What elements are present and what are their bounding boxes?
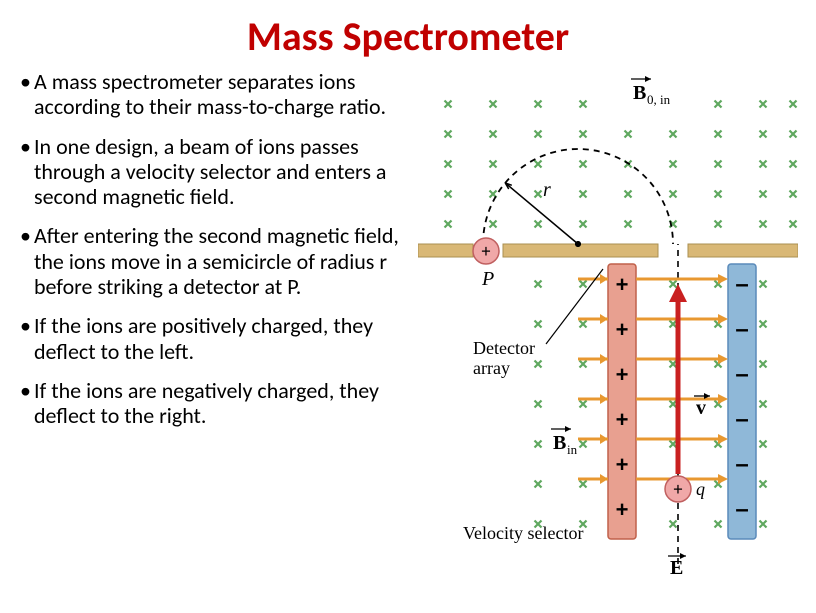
- svg-text:0, in: 0, in: [647, 92, 671, 107]
- svg-text:+: +: [616, 407, 629, 432]
- svg-text:+: +: [481, 240, 490, 262]
- svg-text:–: –: [735, 406, 748, 433]
- svg-text:–: –: [735, 361, 748, 388]
- svg-text:P: P: [481, 268, 494, 290]
- svg-text:–: –: [735, 271, 748, 298]
- svg-text:q: q: [696, 479, 705, 499]
- svg-text:r: r: [543, 179, 551, 201]
- bullet-item: In one design, a beam of ions passes thr…: [20, 134, 408, 210]
- page-title: Mass Spectrometer: [0, 0, 816, 69]
- svg-text:Velocity selector: Velocity selector: [463, 523, 583, 543]
- svg-text:Detector: Detector: [473, 338, 535, 358]
- svg-text:E: E: [670, 557, 683, 579]
- svg-text:–: –: [735, 451, 748, 478]
- bullet-item: If the ions are negatively charged, they…: [20, 378, 408, 429]
- svg-text:+: +: [616, 362, 629, 387]
- svg-text:+: +: [673, 478, 682, 500]
- bullet-item: After entering the second magnetic field…: [20, 223, 408, 299]
- svg-text:–: –: [735, 316, 748, 343]
- svg-text:+: +: [616, 452, 629, 477]
- svg-text:B: B: [553, 432, 566, 454]
- svg-text:in: in: [567, 442, 578, 457]
- svg-text:B: B: [633, 82, 646, 104]
- bullet-item: A mass spectrometer separates ions accor…: [20, 69, 408, 120]
- bullet-list: A mass spectrometer separates ions accor…: [20, 69, 418, 579]
- svg-text:+: +: [616, 272, 629, 297]
- mass-spectrometer-diagram: r++++++––––––++B0, inPDetectorarrayBinvq…: [418, 69, 796, 579]
- svg-text:v: v: [696, 397, 706, 419]
- svg-text:+: +: [616, 317, 629, 342]
- bullet-item: If the ions are positively charged, they…: [20, 313, 408, 364]
- svg-text:array: array: [473, 358, 510, 378]
- svg-text:–: –: [735, 496, 748, 523]
- svg-text:+: +: [616, 497, 629, 522]
- content-area: A mass spectrometer separates ions accor…: [0, 69, 816, 579]
